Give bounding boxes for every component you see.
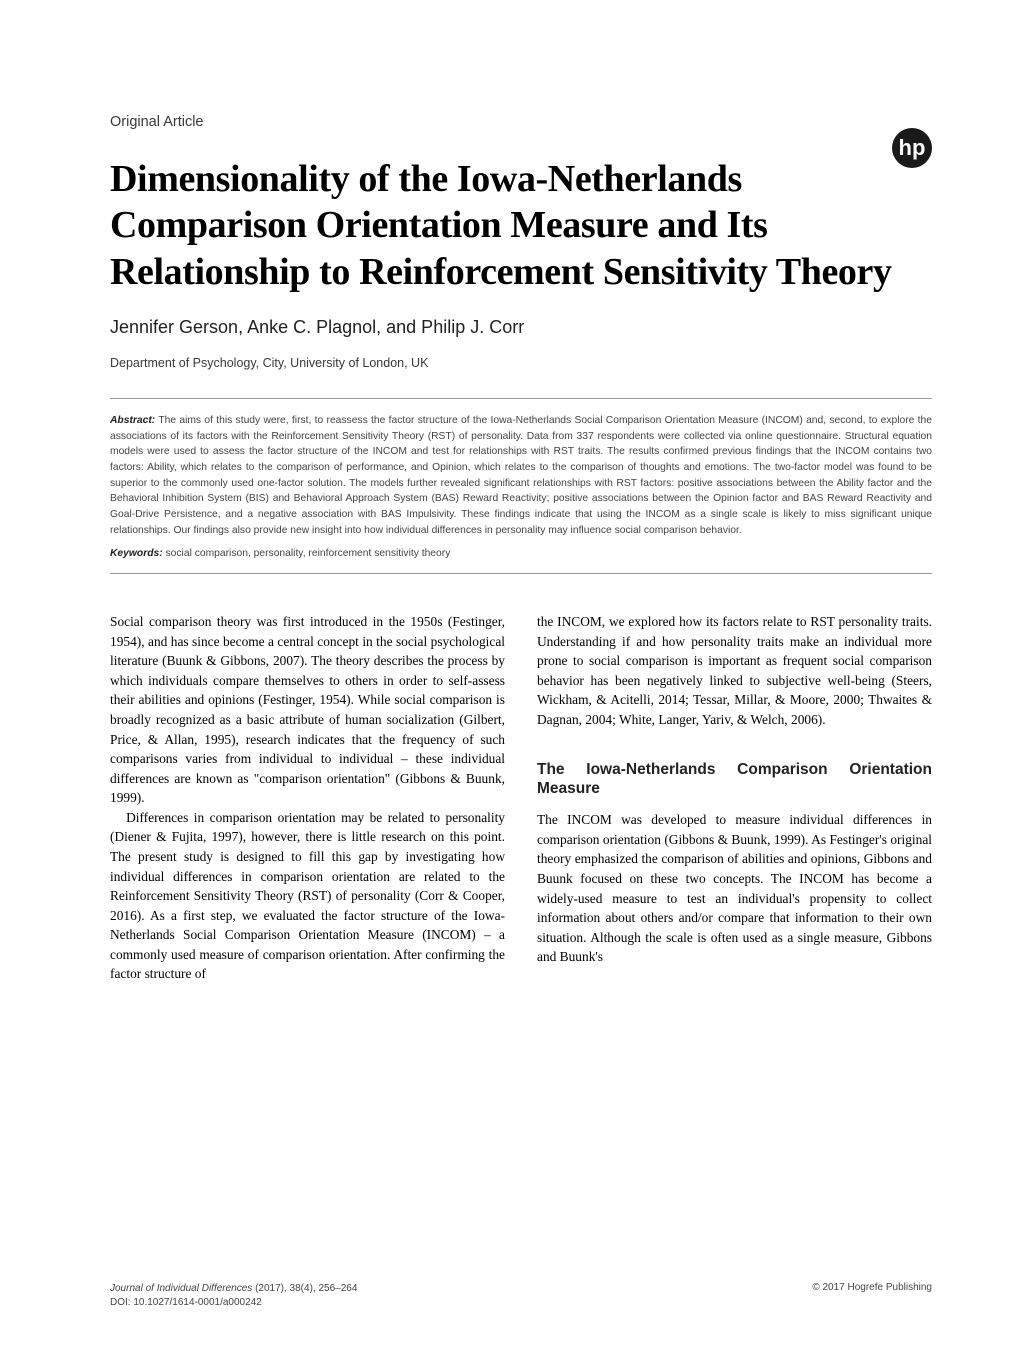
article-title: Dimensionality of the Iowa-Netherlands C… bbox=[110, 156, 932, 295]
body-paragraph: Differences in comparison orientation ma… bbox=[110, 808, 505, 984]
abstract-label: Abstract: bbox=[110, 415, 155, 426]
keywords-label: Keywords: bbox=[110, 548, 163, 559]
abstract-body: The aims of this study were, first, to r… bbox=[110, 415, 932, 535]
page-footer: Journal of Individual Differences (2017)… bbox=[110, 1282, 932, 1309]
issue-info: (2017), 38(4), 256–264 bbox=[252, 1283, 357, 1294]
body-paragraph: the INCOM, we explored how its factors r… bbox=[537, 612, 932, 729]
abstract-text: Abstract: The aims of this study were, f… bbox=[110, 413, 932, 538]
abstract-block: Abstract: The aims of this study were, f… bbox=[110, 398, 932, 574]
body-columns: Social comparison theory was first intro… bbox=[110, 612, 932, 984]
left-column: Social comparison theory was first intro… bbox=[110, 612, 505, 984]
author-affiliation: Department of Psychology, City, Universi… bbox=[110, 356, 932, 370]
footer-left: Journal of Individual Differences (2017)… bbox=[110, 1282, 357, 1309]
keywords-line: Keywords: social comparison, personality… bbox=[110, 548, 932, 559]
article-type-label: Original Article bbox=[110, 114, 932, 130]
section-heading: The Iowa-Netherlands Comparison Orientat… bbox=[537, 760, 932, 799]
publisher-logo-icon: hp bbox=[892, 128, 932, 168]
right-column: the INCOM, we explored how its factors r… bbox=[537, 612, 932, 984]
body-paragraph: The INCOM was developed to measure indiv… bbox=[537, 810, 932, 967]
journal-name: Journal of Individual Differences bbox=[110, 1283, 252, 1294]
authors-list: Jennifer Gerson, Anke C. Plagnol, and Ph… bbox=[110, 317, 932, 338]
page-container: Original Article hp Dimensionality of th… bbox=[0, 0, 1020, 1024]
copyright: © 2017 Hogrefe Publishing bbox=[812, 1282, 932, 1293]
keywords-body: social comparison, personality, reinforc… bbox=[166, 548, 451, 559]
body-paragraph: Social comparison theory was first intro… bbox=[110, 612, 505, 808]
doi: DOI: 10.1027/1614-0001/a000242 bbox=[110, 1296, 357, 1310]
